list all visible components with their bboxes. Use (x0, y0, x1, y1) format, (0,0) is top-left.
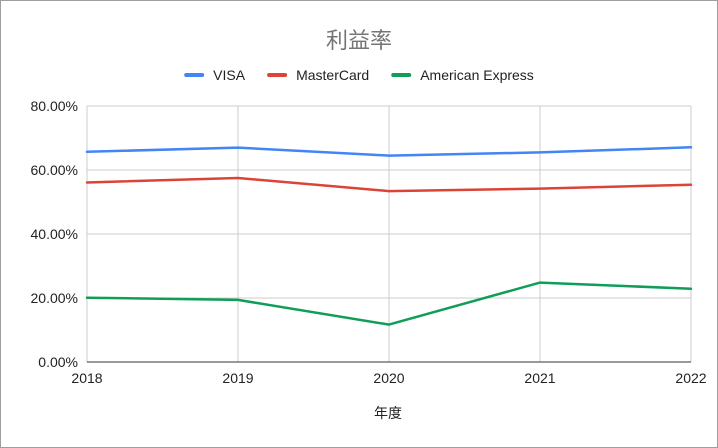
x-tick-label: 2022 (675, 370, 706, 386)
y-tick-label: 80.00% (31, 98, 78, 114)
series-layer (85, 146, 693, 326)
legend-item: MasterCard (267, 67, 369, 83)
x-tick-label: 2020 (373, 370, 404, 386)
legend-label: VISA (213, 67, 246, 83)
legend: VISA MasterCard American Express (184, 67, 534, 83)
y-tick-label: 0.00% (38, 354, 78, 370)
x-tick-label: 2018 (71, 370, 102, 386)
series-line-mastercard (85, 176, 693, 193)
series-line-american-express (85, 281, 693, 326)
legend-item: American Express (391, 67, 534, 83)
legend-label: American Express (420, 67, 534, 83)
legend-swatch (267, 73, 288, 77)
legend-swatch (184, 73, 205, 77)
legend-swatch (391, 73, 412, 77)
legend-label: MasterCard (296, 67, 369, 83)
y-tick-label: 60.00% (31, 162, 78, 178)
x-tick-label: 2021 (524, 370, 555, 386)
chart-title: 利益率 (326, 29, 392, 54)
y-tick-label: 20.00% (31, 290, 78, 306)
axes: 0.00% 20.00% 40.00% 60.00% 80.00% 2018 2019 202… (31, 98, 707, 386)
x-tick-label: 2019 (222, 370, 253, 386)
x-axis-title: 年度 (374, 406, 402, 422)
series-line-visa (85, 146, 693, 157)
legend-item: VISA (184, 67, 246, 83)
y-tick-label: 40.00% (31, 226, 78, 242)
